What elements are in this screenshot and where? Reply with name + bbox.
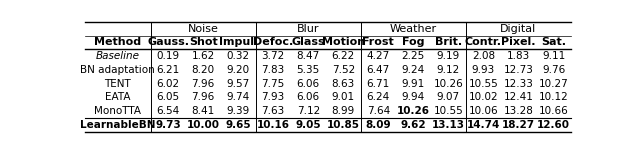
Text: 6.06: 6.06 <box>297 79 320 89</box>
Text: 7.93: 7.93 <box>262 92 285 102</box>
Text: 10.55: 10.55 <box>468 79 499 89</box>
Text: 10.26: 10.26 <box>397 106 430 116</box>
Text: 8.09: 8.09 <box>365 120 391 130</box>
Text: Digital: Digital <box>500 24 536 34</box>
Text: 1.83: 1.83 <box>507 51 530 61</box>
Text: 9.24: 9.24 <box>402 65 425 75</box>
Text: LearnableBN: LearnableBN <box>80 120 156 130</box>
Text: 0.32: 0.32 <box>227 51 250 61</box>
Text: 2.08: 2.08 <box>472 51 495 61</box>
Text: 10.66: 10.66 <box>539 106 568 116</box>
Text: MonoTTA: MonoTTA <box>94 106 141 116</box>
Text: 12.33: 12.33 <box>504 79 533 89</box>
Text: 8.47: 8.47 <box>296 51 320 61</box>
Text: 6.24: 6.24 <box>367 92 390 102</box>
Text: 7.63: 7.63 <box>262 106 285 116</box>
Text: BN adaptation: BN adaptation <box>81 65 155 75</box>
Text: Sat.: Sat. <box>541 37 566 47</box>
Text: 7.96: 7.96 <box>191 92 215 102</box>
Text: Frost: Frost <box>362 37 394 47</box>
Text: 0.19: 0.19 <box>157 51 180 61</box>
Text: Blur: Blur <box>297 24 319 34</box>
Text: 13.13: 13.13 <box>432 120 465 130</box>
Text: 10.27: 10.27 <box>539 79 568 89</box>
Text: 9.11: 9.11 <box>542 51 565 61</box>
Text: 9.94: 9.94 <box>402 92 425 102</box>
Text: 12.60: 12.60 <box>537 120 570 130</box>
Text: Brit.: Brit. <box>435 37 462 47</box>
Text: Weather: Weather <box>390 24 437 34</box>
Text: 9.01: 9.01 <box>332 92 355 102</box>
Text: 9.91: 9.91 <box>402 79 425 89</box>
Text: 7.75: 7.75 <box>262 79 285 89</box>
Text: 12.73: 12.73 <box>504 65 533 75</box>
Text: 10.06: 10.06 <box>468 106 499 116</box>
Text: Impul.: Impul. <box>218 37 258 47</box>
Text: 7.96: 7.96 <box>191 79 215 89</box>
Text: Glass: Glass <box>291 37 325 47</box>
Text: 2.25: 2.25 <box>402 51 425 61</box>
Text: 9.05: 9.05 <box>296 120 321 130</box>
Text: 6.06: 6.06 <box>297 92 320 102</box>
Text: 18.27: 18.27 <box>502 120 535 130</box>
Text: 8.63: 8.63 <box>332 79 355 89</box>
Text: 7.12: 7.12 <box>296 106 320 116</box>
Text: 10.26: 10.26 <box>433 79 463 89</box>
Text: 1.62: 1.62 <box>191 51 215 61</box>
Text: EATA: EATA <box>105 92 131 102</box>
Text: 9.57: 9.57 <box>227 79 250 89</box>
Text: Baseline: Baseline <box>96 51 140 61</box>
Text: 10.02: 10.02 <box>468 92 499 102</box>
Text: 3.72: 3.72 <box>262 51 285 61</box>
Text: 9.07: 9.07 <box>437 92 460 102</box>
Text: 9.74: 9.74 <box>227 92 250 102</box>
Text: Pixel.: Pixel. <box>501 37 536 47</box>
Text: Fog: Fog <box>402 37 424 47</box>
Text: 10.55: 10.55 <box>433 106 463 116</box>
Text: 8.41: 8.41 <box>191 106 215 116</box>
Text: 9.39: 9.39 <box>227 106 250 116</box>
Text: 9.19: 9.19 <box>436 51 460 61</box>
Text: 8.99: 8.99 <box>332 106 355 116</box>
Text: 9.76: 9.76 <box>542 65 565 75</box>
Text: 6.21: 6.21 <box>156 65 180 75</box>
Text: 5.35: 5.35 <box>296 65 320 75</box>
Text: 7.52: 7.52 <box>332 65 355 75</box>
Text: 4.27: 4.27 <box>367 51 390 61</box>
Text: 10.16: 10.16 <box>257 120 290 130</box>
Text: 9.65: 9.65 <box>225 120 251 130</box>
Text: 12.41: 12.41 <box>504 92 533 102</box>
Text: 10.85: 10.85 <box>327 120 360 130</box>
Text: Motion: Motion <box>322 37 365 47</box>
Text: 7.64: 7.64 <box>367 106 390 116</box>
Text: 9.73: 9.73 <box>156 120 181 130</box>
Text: 6.54: 6.54 <box>156 106 180 116</box>
Text: 9.93: 9.93 <box>472 65 495 75</box>
Text: 10.00: 10.00 <box>187 120 220 130</box>
Text: 6.71: 6.71 <box>367 79 390 89</box>
Text: 8.20: 8.20 <box>191 65 214 75</box>
Text: 9.12: 9.12 <box>436 65 460 75</box>
Text: Noise: Noise <box>188 24 219 34</box>
Text: Gauss.: Gauss. <box>147 37 189 47</box>
Text: 9.62: 9.62 <box>401 120 426 130</box>
Text: 6.22: 6.22 <box>332 51 355 61</box>
Text: 14.74: 14.74 <box>467 120 500 130</box>
Text: 6.05: 6.05 <box>157 92 180 102</box>
Text: Contr.: Contr. <box>465 37 502 47</box>
Text: TENT: TENT <box>104 79 131 89</box>
Text: 6.02: 6.02 <box>157 79 180 89</box>
Text: Method: Method <box>94 37 141 47</box>
Text: 13.28: 13.28 <box>504 106 533 116</box>
Text: 10.12: 10.12 <box>539 92 568 102</box>
Text: Shot: Shot <box>189 37 218 47</box>
Text: 9.20: 9.20 <box>227 65 250 75</box>
Text: Defoc.: Defoc. <box>253 37 293 47</box>
Text: 7.83: 7.83 <box>262 65 285 75</box>
Text: 6.47: 6.47 <box>367 65 390 75</box>
